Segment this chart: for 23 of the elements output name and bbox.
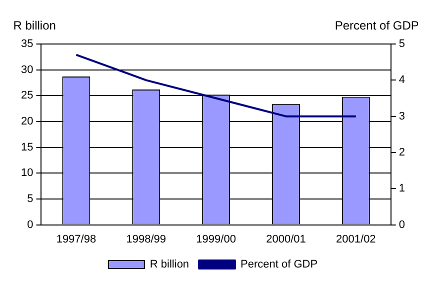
y2-tick-label: 3: [398, 110, 406, 122]
y-tick-label: 25: [20, 90, 34, 102]
y-axis-title: R billion: [13, 18, 56, 32]
y-tick-label: 35: [20, 38, 34, 50]
x-tick-label: 1997/98: [56, 233, 96, 246]
y2-axis-title: Percent of GDP: [334, 18, 419, 32]
x-tick-label: 1999/00: [196, 233, 236, 246]
y-tick-label: 15: [20, 141, 34, 154]
y2-tick-label: 0: [398, 218, 406, 231]
legend-label: R billion: [150, 258, 190, 271]
x-tick-label: 1998/99: [126, 233, 166, 246]
legend-label: Percent of GDP: [240, 258, 318, 271]
y-tick-label: 30: [20, 64, 34, 76]
x-tick-label: 2001/02: [336, 233, 376, 246]
y-tick-label: 5: [27, 193, 34, 206]
y2-tick-label: 2: [398, 146, 406, 159]
y-tick-label: 10: [20, 167, 34, 180]
y2-tick-label: 1: [398, 182, 406, 195]
y2-tick-label: 5: [398, 38, 406, 50]
y-tick-label: 0: [27, 218, 34, 231]
y2-tick-label: 4: [398, 74, 406, 86]
x-tick-label: 2000/01: [266, 233, 306, 246]
y-tick-label: 20: [20, 116, 34, 128]
